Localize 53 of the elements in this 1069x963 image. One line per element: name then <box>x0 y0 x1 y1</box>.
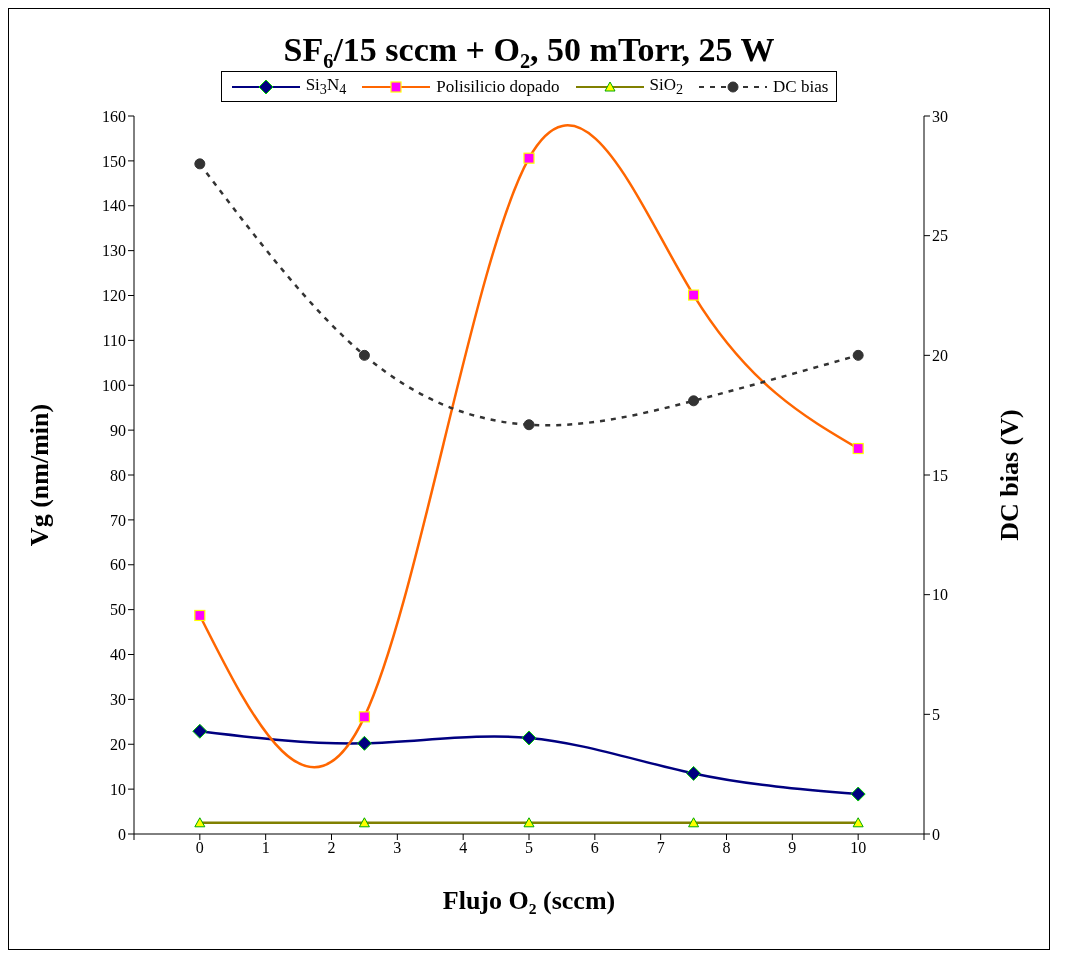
y2-tick-label: 15 <box>932 467 948 485</box>
x-axis-title: Flujo O₂ (sccm) <box>442 886 616 916</box>
point <box>686 766 702 782</box>
y-tick-label: 60 <box>110 556 126 574</box>
y-tick-label: 160 <box>102 108 126 126</box>
y-tick-label: 20 <box>110 736 126 754</box>
y-tick-label: 70 <box>110 511 126 529</box>
x-tick-label: 9 <box>788 839 797 857</box>
point <box>521 730 537 746</box>
y-tick-label: 40 <box>110 646 126 664</box>
y2-tick-label: 5 <box>932 706 940 724</box>
point <box>523 419 535 431</box>
x-tick-label: 8 <box>722 839 731 857</box>
x-tick-label: 3 <box>393 839 402 857</box>
point <box>194 158 206 170</box>
point <box>688 395 700 407</box>
y-tick-label: 110 <box>102 332 126 350</box>
x-tick-label: 4 <box>459 839 468 857</box>
y2-tick-label: 0 <box>932 826 940 844</box>
x-tick-label: 1 <box>261 839 270 857</box>
y2-tick-label: 20 <box>932 347 948 365</box>
x-tick-label: 5 <box>525 839 533 857</box>
y-axis-title: Vg (nm/min) <box>25 404 55 547</box>
legend-label: Polisilicio dopado <box>436 76 560 96</box>
y-tick-label: 150 <box>102 152 126 170</box>
legend-label: DC bias <box>773 76 829 96</box>
x-tick-label: 2 <box>327 839 336 857</box>
x-tick-label: 7 <box>656 839 665 857</box>
y2-tick-label: 10 <box>932 586 948 604</box>
chart-title: SF₆/15 sccm + O₂, 50 mTorr, 25 W <box>283 31 775 68</box>
y-tick-label: 50 <box>110 601 126 619</box>
y2-tick-label: 25 <box>932 227 948 245</box>
y-tick-label: 0 <box>118 826 126 844</box>
x-tick-label: 0 <box>195 839 204 857</box>
point <box>850 786 866 802</box>
point <box>356 736 372 752</box>
y-tick-label: 30 <box>110 691 126 709</box>
y2-tick-label: 30 <box>932 108 948 126</box>
y-tick-label: 10 <box>110 781 126 799</box>
legend-label: Si$_{3}$N$_{4}$ <box>305 75 347 98</box>
point <box>192 724 208 740</box>
legend-label: SiO$_{2}$ <box>649 75 684 98</box>
y-tick-label: 130 <box>102 242 126 260</box>
y2-axis-title: DC bias (V) <box>995 409 1025 542</box>
x-tick-label: 10 <box>850 839 867 857</box>
point <box>358 350 370 362</box>
y-tick-label: 80 <box>110 467 126 485</box>
y-tick-label: 90 <box>110 422 126 440</box>
y-tick-label: 120 <box>102 287 126 305</box>
y-tick-label: 100 <box>102 377 126 395</box>
y-tick-label: 140 <box>102 197 126 215</box>
point <box>852 350 864 362</box>
x-tick-label: 6 <box>590 839 599 857</box>
